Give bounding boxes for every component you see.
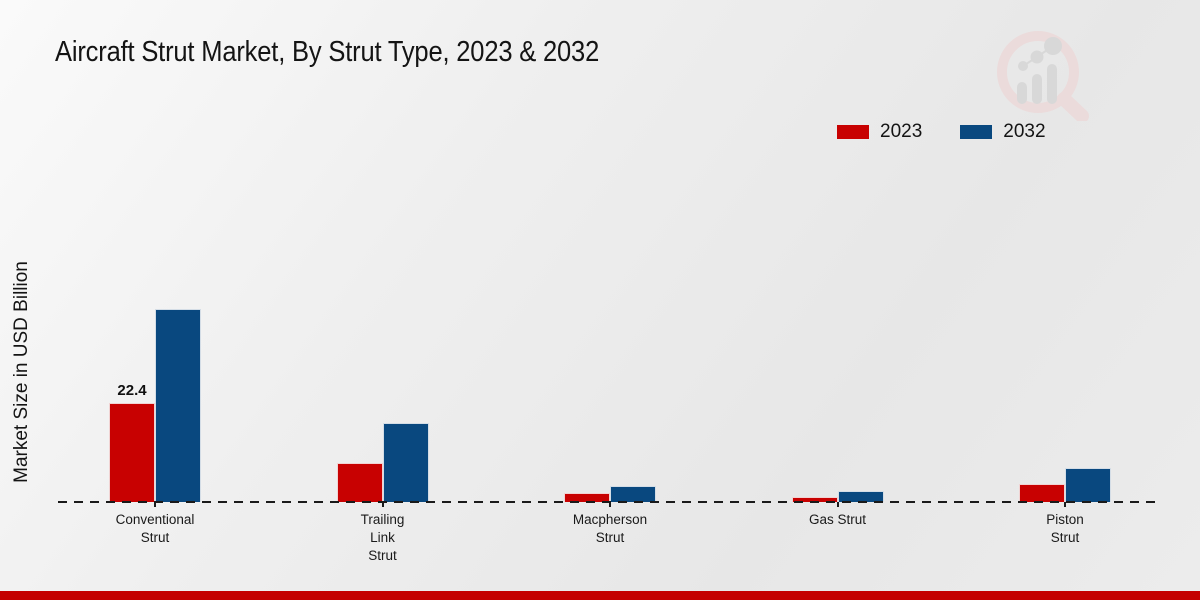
legend: 2023 2032 bbox=[837, 121, 1046, 143]
y-axis-title: Market Size in USD Billion bbox=[11, 261, 32, 483]
bar-2023-piston-strut bbox=[1019, 484, 1065, 502]
bar-data-label: 22.4 bbox=[117, 382, 147, 399]
x-axis-baseline bbox=[58, 501, 1158, 503]
company-logo bbox=[990, 26, 1090, 126]
legend-label-2023: 2023 bbox=[880, 121, 923, 142]
chart-title: Aircraft Strut Market, By Strut Type, 20… bbox=[55, 36, 600, 68]
magnifier-bar-chart-icon bbox=[997, 31, 1089, 123]
x-axis-label-gas-strut: Gas Strut bbox=[808, 512, 867, 527]
legend-label-2032: 2032 bbox=[1003, 121, 1046, 142]
x-axis-tick bbox=[609, 502, 611, 507]
bar-2032-macpherson-strut bbox=[610, 486, 656, 502]
x-axis-label-conventional-strut: Conventional Strut bbox=[115, 512, 195, 545]
plot-area: Conventional Strut Trailing Link Strut Macphe… bbox=[58, 0, 1158, 563]
bar-2032-piston-strut bbox=[1065, 468, 1111, 502]
legend-swatch-2032 bbox=[960, 125, 993, 139]
bar-2032-conventional-strut bbox=[155, 309, 201, 502]
x-axis-tick bbox=[836, 502, 839, 507]
bar-2023-trailing-link-strut bbox=[336, 463, 383, 502]
bar-2032-trailing-link-strut bbox=[382, 423, 429, 502]
legend-swatch-2023 bbox=[837, 125, 869, 139]
x-axis-label-piston-strut: Piston Strut bbox=[1046, 512, 1084, 545]
x-axis-tick bbox=[154, 502, 156, 507]
bar-2023-conventional-strut bbox=[109, 403, 155, 502]
x-axis-tick bbox=[381, 502, 384, 507]
legend-item-2023: 2023 bbox=[837, 121, 922, 143]
x-axis-label-macpherson-strut: Macpherson Strut bbox=[572, 512, 648, 545]
bottom-accent-bar bbox=[0, 591, 1200, 600]
bar-2023-macpherson-strut bbox=[564, 493, 610, 502]
x-axis-label-trailing-link-strut: Trailing Link Strut bbox=[360, 512, 405, 563]
x-axis-tick bbox=[1064, 502, 1066, 507]
legend-item-2032: 2032 bbox=[960, 121, 1046, 143]
bar-2023-gas-strut bbox=[791, 497, 838, 502]
bar-2032-gas-strut bbox=[837, 491, 884, 502]
